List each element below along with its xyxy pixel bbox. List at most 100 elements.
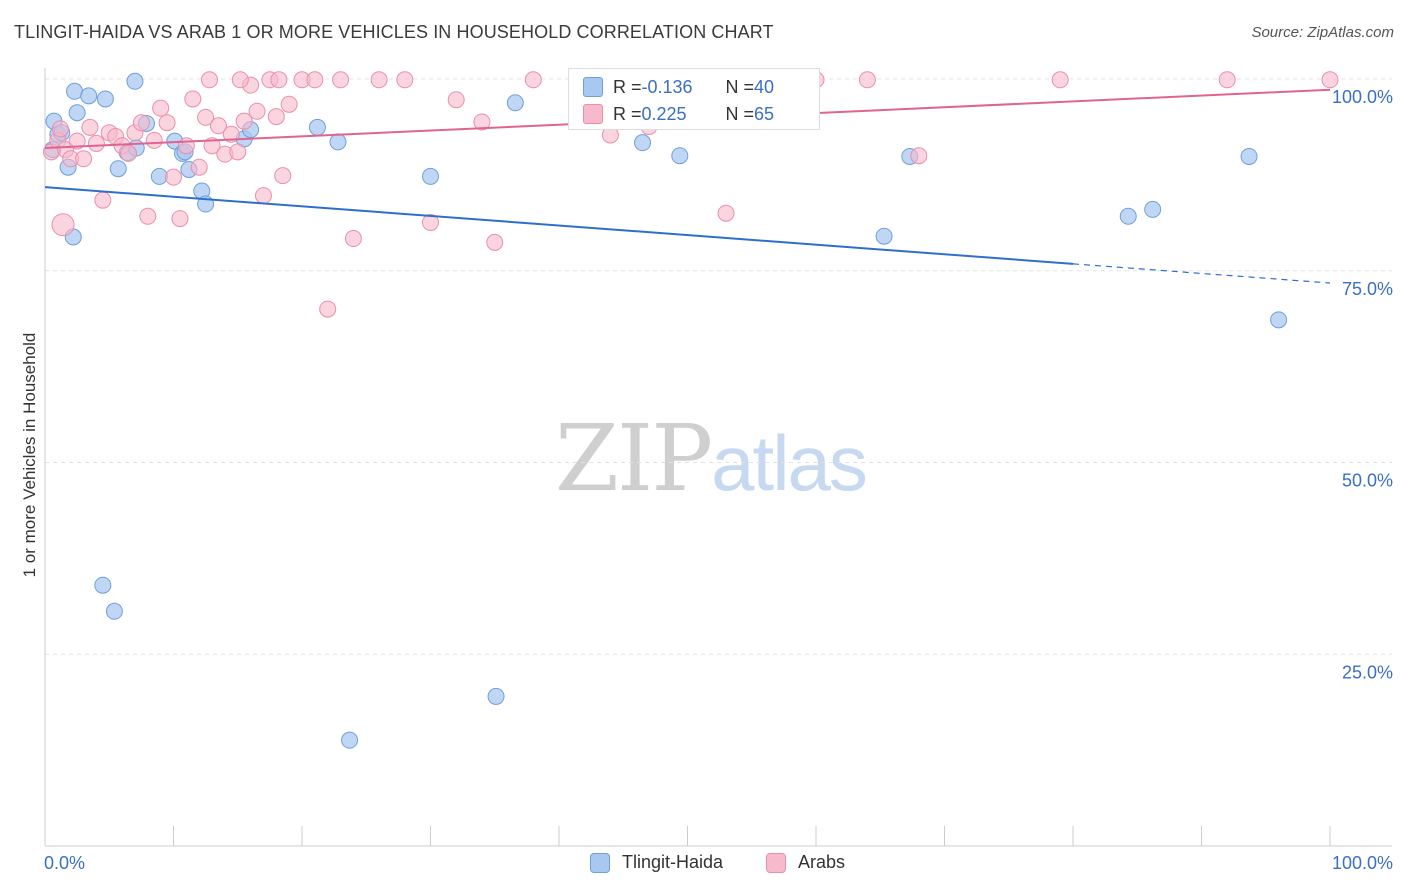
data-point-tlingit-haida	[422, 167, 439, 185]
legend-label-tlingit-haida: Tlingit-Haida	[622, 852, 724, 872]
data-point-tlingit-haida	[1270, 311, 1288, 329]
data-point-arabs	[267, 108, 285, 126]
r-label: R =	[613, 103, 642, 124]
data-point-arabs	[422, 213, 439, 231]
data-point-tlingit-haida	[94, 576, 112, 594]
arabs-swatch	[583, 104, 603, 124]
data-point-tlingit-haida	[875, 227, 893, 245]
data-point-tlingit-haida	[1240, 147, 1258, 165]
data-point-arabs	[306, 71, 324, 89]
trend-line-tlingit-haida	[44, 186, 1074, 265]
series-tlingit-haida-points	[44, 72, 1288, 749]
data-point-tlingit-haida	[506, 94, 524, 112]
data-point-arabs	[370, 71, 388, 89]
data-point-arabs	[254, 187, 272, 205]
n-label: N =	[725, 76, 755, 97]
x-tick-label-max: 100.0%	[1332, 853, 1393, 873]
bottom-legend: Tlingit-Haida Arabs	[0, 852, 1406, 878]
data-point-arabs	[524, 71, 542, 89]
data-point-arabs	[1218, 71, 1236, 89]
data-point-arabs	[51, 120, 69, 138]
stats-row-tlingit-haida: R = -0.136 N = 40	[583, 74, 774, 100]
data-point-arabs	[222, 125, 240, 143]
data-point-tlingit-haida	[66, 82, 84, 100]
data-point-arabs	[94, 191, 112, 209]
x-tick-label-min: 0.0%	[44, 853, 85, 873]
data-point-tlingit-haida	[109, 160, 127, 178]
grid-lines	[45, 78, 1392, 655]
data-point-arabs	[1321, 71, 1339, 89]
legend-item-tlingit-haida[interactable]: Tlingit-Haida	[590, 852, 723, 873]
n-value: 65	[754, 103, 775, 124]
data-point-arabs	[75, 150, 93, 168]
data-point-arabs	[68, 132, 86, 150]
data-point-arabs	[171, 210, 189, 228]
data-point-tlingit-haida	[341, 731, 359, 749]
data-point-arabs	[177, 137, 195, 155]
n-label: N =	[725, 103, 755, 124]
chart-title: TLINGIT-HAIDA VS ARAB 1 OR MORE VEHICLES…	[14, 22, 774, 42]
source-label: Source: ZipAtlas.com	[1251, 24, 1394, 41]
data-point-tlingit-haida	[105, 602, 123, 620]
r-label: R =	[613, 76, 642, 97]
stats-legend-box: R = -0.136 N = 40 R = 0.225 N = 65	[568, 68, 820, 130]
data-point-tlingit-haida	[80, 87, 98, 105]
data-point-arabs	[858, 71, 876, 89]
r-value: 0.225	[641, 103, 687, 124]
data-point-arabs	[203, 137, 221, 155]
data-point-arabs	[344, 230, 362, 248]
data-point-arabs	[158, 114, 176, 132]
data-point-arabs	[910, 147, 928, 165]
data-point-arabs	[274, 167, 292, 185]
data-point-arabs	[139, 207, 157, 225]
data-point-arabs	[197, 108, 215, 126]
data-point-tlingit-haida	[1144, 200, 1162, 218]
data-point-tlingit-haida	[308, 118, 326, 136]
data-point-arabs	[319, 300, 337, 318]
tick-labels: 100.0% 75.0% 50.0% 25.0% 0.0% 100.0%	[44, 87, 1393, 873]
tlingit-haida-swatch	[583, 77, 603, 97]
data-point-arabs	[332, 71, 350, 89]
trend-line-tlingit-haida-extension	[1072, 263, 1331, 284]
data-point-arabs	[231, 71, 249, 89]
data-point-tlingit-haida	[671, 147, 689, 165]
data-point-arabs	[51, 213, 75, 237]
data-point-arabs	[229, 143, 247, 161]
data-point-arabs	[184, 90, 202, 108]
data-point-tlingit-haida	[487, 687, 505, 705]
watermark-zip: ZIP	[555, 405, 713, 512]
axes	[44, 68, 1392, 847]
data-point-arabs	[280, 95, 298, 113]
data-point-arabs	[120, 144, 138, 162]
data-point-tlingit-haida	[634, 134, 652, 152]
data-point-arabs	[145, 131, 163, 149]
data-point-tlingit-haida	[1119, 207, 1137, 225]
data-point-arabs	[235, 112, 253, 130]
data-point-tlingit-haida	[150, 167, 168, 185]
data-point-arabs	[200, 71, 218, 89]
data-point-arabs	[190, 158, 208, 176]
y-tick-label: 75.0%	[1342, 279, 1393, 299]
data-point-arabs	[165, 168, 182, 186]
watermark: ZIPatlas	[555, 405, 868, 512]
stats-row-arabs: R = 0.225 N = 65	[583, 101, 774, 127]
data-point-arabs	[87, 134, 105, 152]
data-point-arabs	[717, 204, 735, 222]
data-point-arabs	[81, 118, 99, 136]
data-point-arabs	[209, 117, 227, 135]
y-tick-label: 25.0%	[1342, 662, 1393, 682]
data-point-arabs	[270, 71, 288, 89]
legend-label-arabs: Arabs	[798, 852, 846, 872]
data-point-tlingit-haida	[96, 90, 114, 108]
data-point-arabs	[248, 102, 266, 120]
r-value: -0.136	[641, 76, 693, 97]
n-value: 40	[754, 76, 775, 97]
y-tick-label: 100.0%	[1332, 87, 1393, 107]
data-point-arabs	[447, 91, 465, 109]
data-point-arabs	[152, 99, 170, 117]
legend-item-arabs[interactable]: Arabs	[766, 852, 845, 873]
legend-swatch-arabs	[766, 852, 786, 873]
data-point-tlingit-haida	[329, 133, 347, 151]
data-point-tlingit-haida	[126, 72, 144, 90]
